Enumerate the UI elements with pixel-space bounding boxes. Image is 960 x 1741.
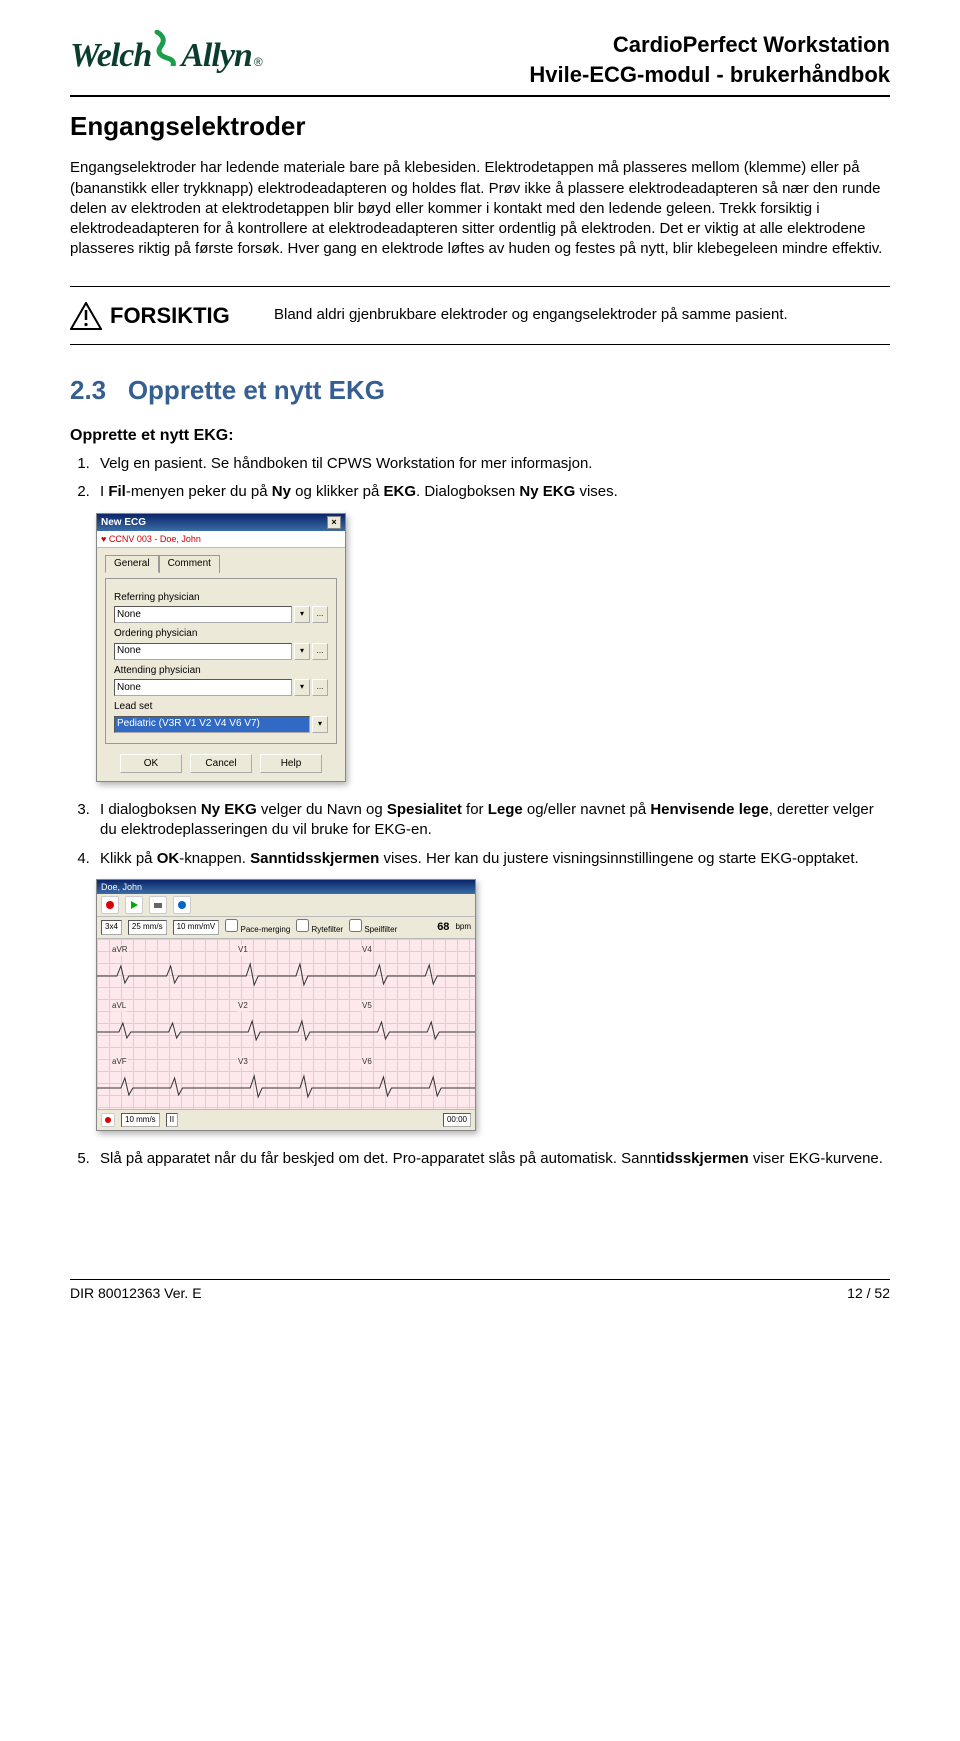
caution-block: FORSIKTIG Bland aldri gjenbrukbare elekt…	[70, 286, 890, 346]
document-title-line1: CardioPerfect Workstation	[529, 30, 890, 60]
caution-label: FORSIKTIG	[70, 301, 260, 331]
cancel-button[interactable]: Cancel	[190, 754, 252, 774]
caution-label-text: FORSIKTIG	[110, 301, 230, 331]
page-footer: DIR 80012363 Ver. E 12 / 52	[70, 1279, 890, 1303]
lead-label: aVL	[111, 1001, 127, 1012]
logo-mark-icon	[153, 30, 179, 66]
lead-label: V1	[237, 945, 249, 956]
ecg-realtime-screenshot: Doe, John 3x4 25 mm/s 10 mm/mV Pace-merg…	[96, 879, 476, 1131]
toolbar-play-icon[interactable]	[125, 896, 143, 914]
dialog-body: General Comment Referring physician None…	[97, 548, 345, 781]
page-header: Welch Allyn ® CardioPerfect Workstation …	[70, 30, 890, 97]
footer-lead-select[interactable]: II	[166, 1113, 178, 1127]
dropdown-arrow-icon[interactable]: ▾	[294, 606, 310, 623]
filter-checkbox[interactable]: Rytefilter	[296, 919, 343, 936]
select-attending-physician[interactable]: None	[114, 679, 292, 696]
lead-label: V3	[237, 1057, 249, 1068]
step-5: Slå på apparatet når du får beskjed om d…	[94, 1149, 890, 1169]
gain-select[interactable]: 10 mm/mV	[173, 920, 220, 935]
label-referring-physician: Referring physician	[114, 591, 328, 605]
document-title: CardioPerfect Workstation Hvile-ECG-modu…	[529, 30, 890, 89]
section-heading-electrodes: Engangselektroder	[70, 109, 890, 144]
step-2: I Fil-menyen peker du på Ny og klikker p…	[94, 482, 890, 502]
browse-button[interactable]: ...	[312, 643, 328, 660]
heart-icon: ♥	[101, 534, 106, 544]
dialog-tab-general[interactable]: General	[105, 555, 159, 573]
section-number: 2.3	[70, 375, 106, 405]
mirror-checkbox[interactable]: Speilfilter	[349, 919, 397, 936]
label-ordering-physician: Ordering physician	[114, 627, 328, 641]
subheading-create-ekg: Opprette et nytt EKG:	[70, 425, 890, 447]
browse-button[interactable]: ...	[312, 606, 328, 623]
new-ecg-dialog-screenshot: New ECG × ♥ CCNV 003 - Doe, John General…	[96, 513, 346, 783]
label-lead-set: Lead set	[114, 700, 328, 714]
step-1: Velg en pasient. Se håndboken til CPWS W…	[94, 454, 890, 474]
logo-text-allyn: Allyn	[181, 33, 252, 79]
dialog-tabs: General Comment	[105, 554, 337, 572]
ecg-trace-row2	[97, 1017, 475, 1047]
ecg-toolbar	[97, 894, 475, 917]
label-attending-physician: Attending physician	[114, 664, 328, 678]
dropdown-arrow-icon[interactable]: ▾	[312, 716, 328, 733]
warning-triangle-icon	[70, 302, 102, 330]
document-title-line2: Hvile-ECG-modul - brukerhåndbok	[529, 60, 890, 90]
steps-list-continued-2: Slå på apparatet når du får beskjed om d…	[70, 1149, 890, 1169]
steps-list: Velg en pasient. Se håndboken til CPWS W…	[70, 454, 890, 503]
footer-record-icon[interactable]	[101, 1113, 115, 1127]
lead-label: V4	[361, 945, 373, 956]
lead-label: V2	[237, 1001, 249, 1012]
toolbar-stop-icon[interactable]	[173, 896, 191, 914]
lead-label: aVF	[111, 1057, 128, 1068]
help-button[interactable]: Help	[260, 754, 322, 774]
toolbar-print-icon[interactable]	[149, 896, 167, 914]
ecg-window-titlebar: Doe, John	[97, 880, 475, 894]
step-3: I dialogboksen Ny EKG velger du Navn og …	[94, 800, 890, 841]
caution-body-text: Bland aldri gjenbrukbare elektroder og e…	[274, 305, 890, 325]
select-ordering-physician[interactable]: None	[114, 643, 292, 660]
dialog-tab-panel: Referring physician None ▾ ... Ordering …	[105, 578, 337, 744]
bpm-value: 68	[437, 920, 449, 935]
ecg-footer-toolbar: 10 mm/s II 00:00	[97, 1109, 475, 1130]
ecg-waveform-grid: aVR V1 V4 aVL V2 V5 aVF V3 V6	[97, 939, 475, 1109]
dialog-title: New ECG	[101, 516, 146, 530]
footer-page-number: 12 / 52	[847, 1284, 890, 1303]
steps-list-continued: I dialogboksen Ny EKG velger du Navn og …	[70, 800, 890, 869]
section-title-text: Opprette et nytt EKG	[128, 375, 385, 405]
dialog-titlebar: New ECG ×	[97, 514, 345, 532]
logo-registered: ®	[254, 54, 263, 70]
dialog-patient-name: CCNV 003 - Doe, John	[109, 534, 201, 544]
dialog-patient-bar: ♥ CCNV 003 - Doe, John	[97, 531, 345, 548]
section-body-electrodes: Engangselektroder har ledende materiale …	[70, 158, 890, 259]
footer-doc-ref: DIR 80012363 Ver. E	[70, 1284, 202, 1303]
dialog-tab-comment[interactable]: Comment	[159, 555, 220, 573]
select-lead-set[interactable]: Pediatric (V3R V1 V2 V4 V6 V7)	[114, 716, 310, 733]
ecg-trace-row1	[97, 961, 475, 991]
section-heading-new-ekg: 2.3 Opprette et nytt EKG	[70, 373, 890, 408]
dropdown-arrow-icon[interactable]: ▾	[294, 679, 310, 696]
layout-select[interactable]: 3x4	[101, 920, 122, 935]
footer-time-display: 00:00	[443, 1113, 471, 1127]
logo-text-welch: Welch	[70, 33, 151, 79]
footer-speed-select[interactable]: 10 mm/s	[121, 1113, 160, 1127]
toolbar-record-icon[interactable]	[101, 896, 119, 914]
browse-button[interactable]: ...	[312, 679, 328, 696]
ecg-trace-row3	[97, 1073, 475, 1103]
brand-logo: Welch Allyn ®	[70, 30, 263, 79]
ok-button[interactable]: OK	[120, 754, 182, 774]
dialog-close-button[interactable]: ×	[327, 516, 341, 529]
step-4: Klikk på OK-knappen. Sanntidsskjermen vi…	[94, 849, 890, 869]
select-referring-physician[interactable]: None	[114, 606, 292, 623]
lead-label: V5	[361, 1001, 373, 1012]
dialog-buttons: OK Cancel Help	[105, 754, 337, 774]
lead-label: V6	[361, 1057, 373, 1068]
pace-checkbox[interactable]: Pace-merging	[225, 919, 290, 936]
lead-label: aVR	[111, 945, 129, 956]
bpm-unit: bpm	[455, 922, 471, 933]
speed-select[interactable]: 25 mm/s	[128, 920, 167, 935]
ecg-options-toolbar: 3x4 25 mm/s 10 mm/mV Pace-merging Rytefi…	[97, 917, 475, 939]
dropdown-arrow-icon[interactable]: ▾	[294, 643, 310, 660]
